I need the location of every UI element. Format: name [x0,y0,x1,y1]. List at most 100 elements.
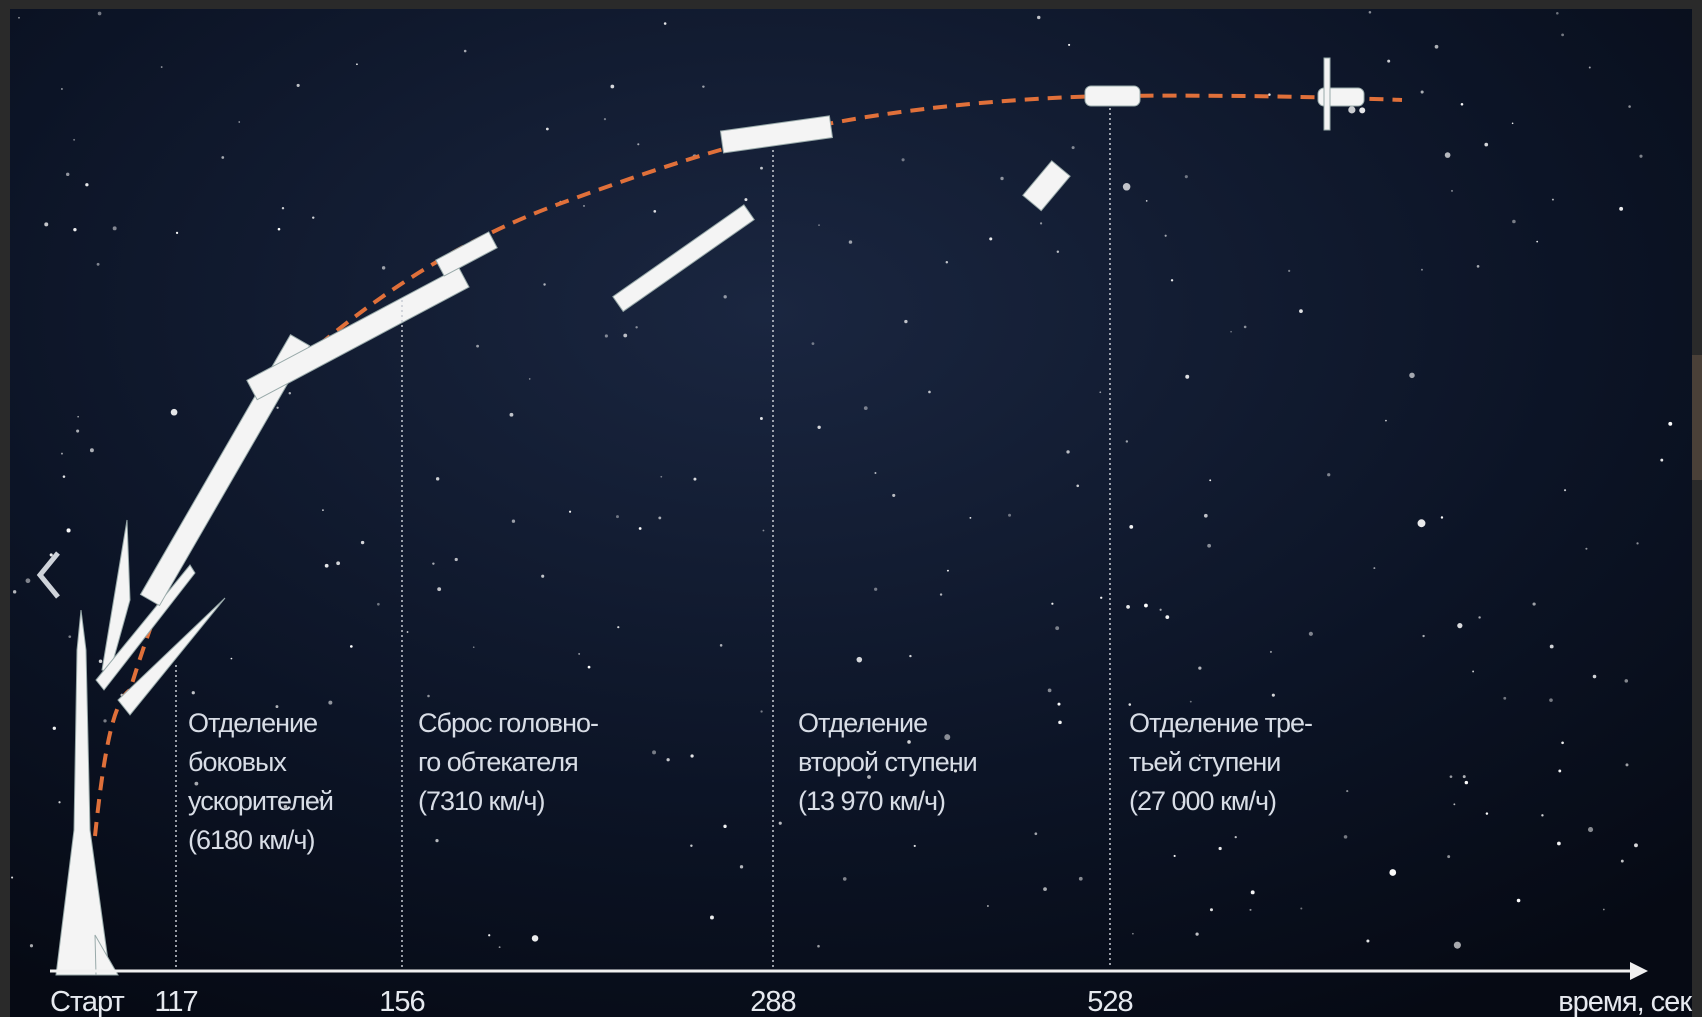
star [744,198,748,202]
star [1512,219,1516,224]
star [610,84,615,89]
star [1348,106,1356,114]
star [1464,780,1469,785]
star [463,49,467,53]
star [545,127,549,131]
star [817,944,820,948]
star [666,758,670,762]
star [66,528,71,533]
star [1585,547,1588,550]
star [901,158,905,162]
star [1195,932,1199,936]
star [1551,198,1554,201]
star [488,934,491,937]
rocket-body [55,609,111,976]
star [907,740,911,744]
star [1558,769,1562,773]
star [1561,741,1564,745]
star [946,569,949,572]
star [328,700,333,705]
star [1076,484,1080,488]
spent-stage [612,204,755,313]
star [1639,154,1643,158]
star [349,645,353,648]
star [723,295,727,299]
star [276,406,279,409]
star [860,722,865,726]
axis-label: время, сек [1558,986,1692,1017]
star [1556,11,1559,15]
start-label: Старт [50,986,125,1017]
star [892,493,896,497]
star [112,226,117,231]
star [568,510,572,513]
star [1198,666,1202,670]
star [1368,10,1372,14]
star [1047,688,1052,693]
star [1668,421,1673,426]
star [1198,754,1201,757]
star [1485,812,1489,815]
star [1055,626,1060,631]
star [913,844,916,847]
star [1563,489,1567,492]
event-label: (6180 км/ч) [188,825,315,855]
star [1447,855,1451,859]
star [324,563,329,568]
star [1462,775,1466,779]
star [1269,650,1272,653]
star [1249,908,1252,911]
star [1660,458,1664,462]
spent-stage [1022,160,1071,212]
star [322,509,324,511]
star [288,392,292,395]
star [1100,596,1103,599]
star [381,266,386,270]
background [10,9,1692,1017]
star [1173,854,1176,858]
prev-button[interactable] [36,551,60,599]
star [1099,391,1102,394]
star [1587,827,1594,833]
star [1557,841,1561,846]
star [29,944,34,948]
star [811,342,815,345]
star [1625,763,1629,767]
star [1170,279,1174,282]
star [1037,15,1041,20]
star [531,935,539,942]
star [660,475,663,478]
star [11,876,14,879]
star [49,553,53,557]
star [1230,330,1232,333]
star [863,406,868,411]
star [1444,152,1451,158]
star [652,750,657,755]
star [1068,43,1071,46]
star [18,16,20,19]
star [1250,890,1255,895]
star [406,631,409,633]
star [1066,450,1070,454]
star [1592,674,1597,679]
tick-label: 156 [379,986,424,1017]
rocket-stage [139,334,311,607]
tick-label: 117 [154,986,197,1017]
star [760,166,763,170]
star [435,477,440,481]
rocket-fin [94,934,119,976]
star [1484,142,1489,147]
booster [117,597,226,716]
star [277,227,281,231]
star [160,66,163,68]
star [1420,90,1424,94]
star [1268,93,1271,96]
star [578,652,581,655]
star [509,412,514,417]
star [377,602,380,606]
star [587,665,591,669]
star [1218,846,1222,851]
star [1421,268,1423,271]
